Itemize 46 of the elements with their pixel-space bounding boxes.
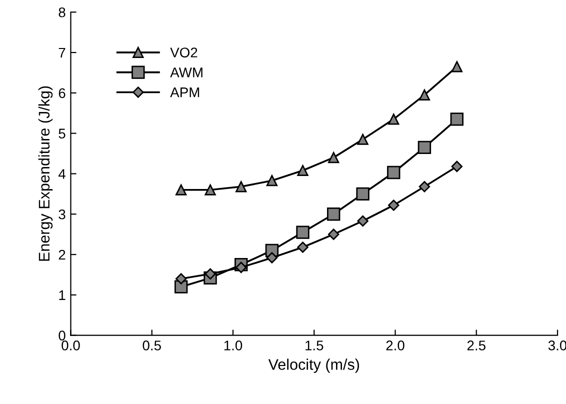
point bbox=[418, 140, 432, 154]
x-tick-label: 2.0 bbox=[386, 340, 404, 350]
point bbox=[266, 175, 278, 186]
point bbox=[175, 273, 187, 284]
x-tick-label: 2.5 bbox=[467, 340, 486, 350]
legend-label: VO2 bbox=[170, 48, 198, 58]
point bbox=[418, 89, 430, 100]
point bbox=[204, 268, 216, 280]
point bbox=[451, 160, 463, 172]
x-axis-title: Velocity (m/s) bbox=[268, 358, 360, 373]
y-tick-label: 3 bbox=[58, 209, 66, 220]
x-tick-label: 1.5 bbox=[306, 340, 324, 350]
point bbox=[266, 252, 278, 264]
point bbox=[356, 187, 370, 201]
y-tick-label: 6 bbox=[58, 88, 66, 98]
point bbox=[357, 134, 368, 145]
y-tick-label: 4 bbox=[58, 169, 66, 179]
y-tick-label: 1 bbox=[59, 290, 66, 300]
point bbox=[328, 152, 340, 164]
y-tick-label: 0 bbox=[58, 330, 66, 340]
point bbox=[236, 181, 247, 192]
point bbox=[327, 208, 340, 221]
point bbox=[388, 114, 400, 125]
x-tick-label: 0.0 bbox=[62, 340, 80, 350]
point bbox=[357, 215, 368, 227]
point bbox=[176, 184, 187, 196]
point bbox=[204, 184, 216, 196]
x-tick-label: 0.5 bbox=[142, 340, 161, 350]
point bbox=[388, 200, 400, 211]
x-tick-label: 1.0 bbox=[224, 340, 242, 350]
point bbox=[387, 166, 400, 180]
point bbox=[451, 61, 462, 72]
y-tick-label: 5 bbox=[58, 128, 66, 138]
point bbox=[296, 226, 310, 239]
point bbox=[297, 242, 308, 253]
y-tick-label: 8 bbox=[58, 7, 66, 18]
y-tick-label: 2 bbox=[58, 250, 66, 260]
point bbox=[328, 228, 340, 240]
point bbox=[418, 181, 430, 192]
legend-label: AWM bbox=[170, 68, 202, 78]
point bbox=[297, 164, 308, 176]
point bbox=[450, 112, 464, 126]
y-axis-title: Energy Expenditure (J/kg) bbox=[38, 86, 53, 261]
point bbox=[236, 262, 247, 274]
y-tick-label: 7 bbox=[58, 48, 66, 58]
legend-label: APM bbox=[170, 88, 200, 98]
